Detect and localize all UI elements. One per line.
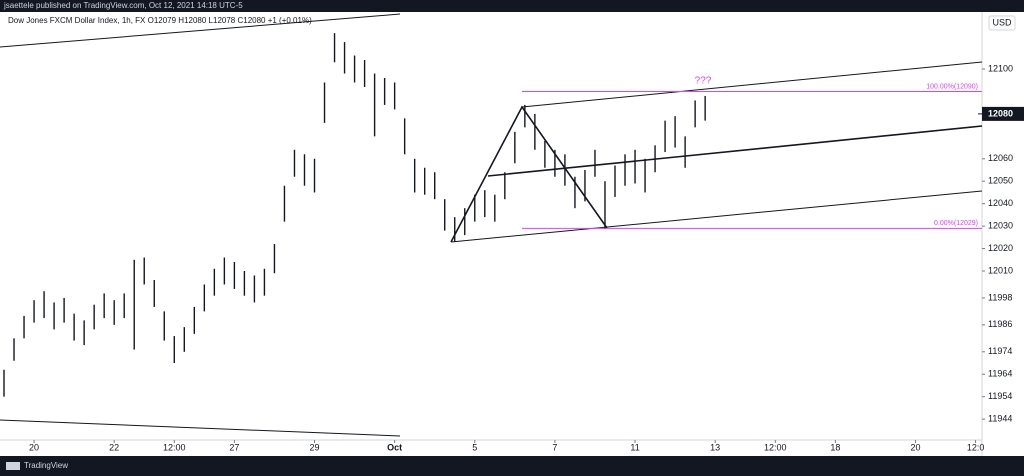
x-tick-label: 22 [109,442,119,452]
logo [6,462,20,470]
x-tick-label: 18 [830,442,840,452]
chart-background [0,12,1024,456]
x-tick-label: 13 [710,442,720,452]
y-tick-label: 12030 [988,220,1013,230]
y-tick-label: 11998 [988,292,1012,302]
pitchfork-upper [521,61,983,108]
x-tick-label: 27 [229,442,239,452]
x-tick-label: 5 [472,442,477,452]
y-tick-label: 11974 [988,346,1012,356]
drawings [0,13,983,437]
y-tick-label: 12010 [988,265,1013,275]
x-tick-label: 12:00 [764,442,787,452]
x-tick-label: 11 [630,442,639,452]
fib-label: 0.00%(12029) [934,220,978,227]
y-tick-label: 11964 [988,369,1012,379]
pitchfork-lower [450,190,983,243]
x-tick-label: 29 [310,442,320,452]
trend-line [0,419,401,437]
chart-title: Dow Jones FXCM Dollar Index, 1h, FX O120… [8,16,312,25]
currency: USD [992,17,1012,27]
x-tick-label: Oct [387,442,402,452]
last-price: 12080 [988,108,1013,118]
y-tick-label: 11954 [988,391,1012,401]
x-tick-label: 12:0 [967,442,985,452]
x-tick-label: 12:00 [163,442,186,452]
pitchfork-median [487,125,983,177]
y-tick-label: 12060 [988,153,1013,163]
y-tick-label: 12050 [988,176,1013,186]
y-tick-label: 11986 [988,319,1012,329]
x-tick-label: 20 [910,442,920,452]
annotation: ??? [695,76,712,87]
y-tick-label: 12020 [988,243,1013,253]
footer: TradingView [24,461,68,470]
y-tick-label: 12040 [988,198,1013,208]
x-tick-label: 20 [29,442,39,452]
last-price-box [982,106,1024,121]
fib-label: 100.00%(12090) [926,83,978,90]
x-tick-label: 7 [552,442,557,452]
trend-line [0,13,401,48]
header: jsaettele published on TradingView.com, … [3,1,243,10]
currency-box[interactable] [988,15,1016,31]
y-tick-label: 11944 [988,414,1012,424]
logo-mark [6,462,20,470]
y-tick-label: 12100 [988,63,1013,73]
